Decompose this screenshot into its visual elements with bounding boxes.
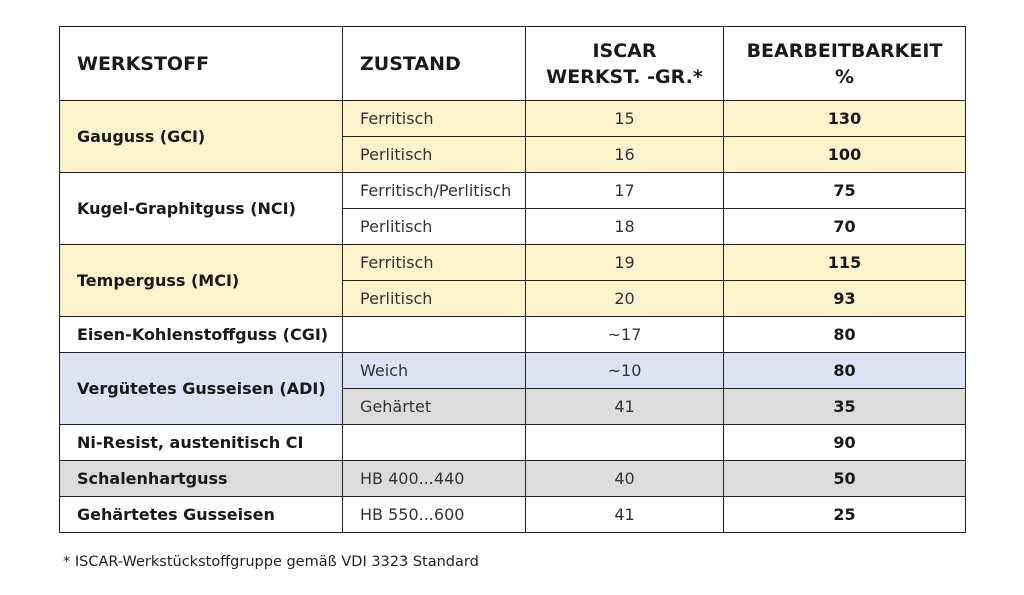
machinability-cell: 75 <box>723 172 966 209</box>
table-row: Gehärtet 41 35 <box>60 388 966 425</box>
group-cell: 17 <box>525 172 724 209</box>
state-cell: Perlitisch <box>342 136 526 173</box>
machinability-cell: 130 <box>723 100 966 137</box>
header-group-line1: ISCAR <box>592 39 657 62</box>
machinability-cell: 80 <box>723 316 966 353</box>
group-cell: 41 <box>525 388 724 425</box>
table-row: Gehärtetes Gusseisen HB 550...600 41 25 <box>59 496 966 533</box>
table-row: Schalenhartguss HB 400...440 40 50 <box>59 460 966 497</box>
machinability-cell: 80 <box>723 352 966 389</box>
machinability-cell: 25 <box>723 496 966 533</box>
group-cell: 40 <box>525 460 724 497</box>
table-row: Temperguss (MCI) Ferritisch 19 115 <box>59 244 966 317</box>
material-cell: Gehärtetes Gusseisen <box>59 496 343 533</box>
material-cell: Vergütetes Gusseisen (ADI) <box>59 352 343 425</box>
footnote: * ISCAR-Werkstückstoffgruppe gemäß VDI 3… <box>63 554 479 570</box>
state-cell: Perlitisch <box>342 208 526 245</box>
group-cell: 15 <box>525 100 724 137</box>
state-cell: HB 400...440 <box>342 460 526 497</box>
state-cell: Ferritisch <box>342 244 526 281</box>
group-cell: 19 <box>525 244 724 281</box>
machinability-cell: 100 <box>723 136 966 173</box>
group-cell: ~10 <box>525 352 724 389</box>
table-row: Perlitisch 16 100 <box>59 136 966 173</box>
material-cell: Eisen-Kohlenstoffguss (CGI) <box>59 316 343 353</box>
table-row: Ni-Resist, austenitisch CI 90 <box>59 424 966 461</box>
group-cell: 41 <box>525 496 724 533</box>
state-cell <box>342 424 526 461</box>
header-machinability-line2: % <box>834 65 855 88</box>
table-row: Kugel-Graphitguss (NCI) Ferritisch/Perli… <box>59 172 966 245</box>
header-row: WERKSTOFF ZUSTAND ISCAR WERKST. -GR.* BEA… <box>59 26 966 101</box>
header-machinability: BEARBEITBARKEIT% <box>723 26 966 101</box>
material-cell: Schalenhartguss <box>59 460 343 497</box>
header-group-line2: WERKST. -GR.* <box>546 65 703 88</box>
group-cell: 18 <box>525 208 724 245</box>
machinability-cell: 70 <box>723 208 966 245</box>
state-cell: Gehärtet <box>342 388 526 425</box>
group-cell: ~17 <box>525 316 724 353</box>
material-cell: Kugel-Graphitguss (NCI) <box>59 172 343 245</box>
machinability-cell: 50 <box>723 460 966 497</box>
group-cell <box>525 424 724 461</box>
state-cell: Ferritisch/Perlitisch <box>342 172 526 209</box>
header-group: ISCAR WERKST. -GR.* <box>525 26 724 101</box>
header-material: WERKSTOFF <box>59 26 343 101</box>
header-state: ZUSTAND <box>342 26 526 101</box>
group-cell: 16 <box>525 136 724 173</box>
state-cell: Perlitisch <box>342 280 526 317</box>
state-cell: Weich <box>342 352 526 389</box>
state-cell <box>342 316 526 353</box>
state-cell: HB 550...600 <box>342 496 526 533</box>
table-row: Gauguss (GCI) Ferritisch 15 130 <box>59 100 966 173</box>
machinability-cell: 93 <box>723 280 966 317</box>
material-cell: Ni-Resist, austenitisch CI <box>59 424 343 461</box>
material-cell: Temperguss (MCI) <box>59 244 343 317</box>
machinability-cell: 115 <box>723 244 966 281</box>
state-cell: Ferritisch <box>342 100 526 137</box>
group-cell: 20 <box>525 280 724 317</box>
table-row: Eisen-Kohlenstoffguss (CGI) ~17 80 <box>59 316 966 353</box>
header-machinability-line1: BEARBEITBARKEIT <box>746 39 943 62</box>
material-cell: Gauguss (GCI) <box>59 100 343 173</box>
table-row: Vergütetes Gusseisen (ADI) Weich ~10 80 <box>59 352 966 425</box>
machinability-table: WERKSTOFF ZUSTAND ISCAR WERKST. -GR.* BEA… <box>59 26 966 533</box>
machinability-cell: 35 <box>723 388 966 425</box>
machinability-cell: 90 <box>723 424 966 461</box>
